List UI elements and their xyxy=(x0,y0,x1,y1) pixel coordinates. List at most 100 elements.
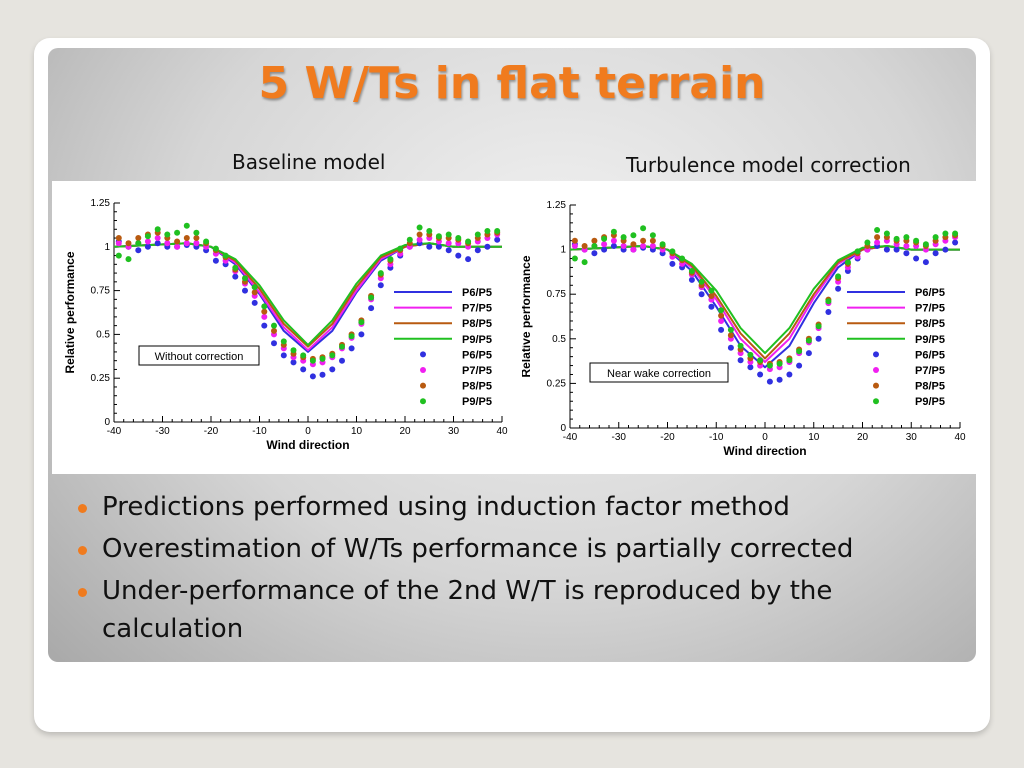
legend-label: P8/P5 xyxy=(462,318,492,330)
point-p6-p5 xyxy=(309,373,316,380)
y-tick-label: 0.5 xyxy=(552,334,566,345)
point-p6-p5 xyxy=(591,250,598,257)
y-tick-label: 1 xyxy=(104,242,110,253)
point-p7-p5 xyxy=(174,243,181,250)
point-p6-p5 xyxy=(494,236,501,243)
point-p9-p5 xyxy=(805,337,812,344)
series-line-p6-p5 xyxy=(113,242,502,353)
point-p9-p5 xyxy=(445,231,452,238)
point-p6-p5 xyxy=(135,247,142,254)
legend-point-swatch xyxy=(420,382,426,389)
annotation-box xyxy=(138,345,260,366)
point-p9-p5 xyxy=(640,225,647,232)
point-p6-p5 xyxy=(669,260,676,267)
point-p9-p5 xyxy=(377,270,384,277)
point-p9-p5 xyxy=(932,234,939,241)
point-p6-p5 xyxy=(242,287,248,294)
point-p6-p5 xyxy=(903,250,910,257)
x-tick-label: -10 xyxy=(252,426,267,437)
point-p7-p5 xyxy=(115,240,122,247)
bullet-list: Predictions performed using induction fa… xyxy=(78,488,958,652)
legend-point-swatch xyxy=(873,367,879,373)
point-p8-p5 xyxy=(649,237,656,244)
series-line-p9-p5 xyxy=(113,242,502,346)
point-p9-p5 xyxy=(319,355,326,362)
point-p6-p5 xyxy=(922,259,929,266)
series-line-p7-p5 xyxy=(569,245,960,363)
point-p9-p5 xyxy=(718,307,725,314)
y-axis-label: Relative performance xyxy=(63,251,77,373)
point-p6-p5 xyxy=(154,240,161,247)
point-p6-p5 xyxy=(913,255,920,262)
point-p6-p5 xyxy=(474,247,481,254)
legend-label: P6/P5 xyxy=(915,349,945,361)
point-p6-p5 xyxy=(329,366,336,373)
point-p6-p5 xyxy=(757,371,764,378)
bullet-text: Overestimation of W/Ts performance is pa… xyxy=(102,534,854,564)
point-p6-p5 xyxy=(426,243,433,250)
point-p9-p5 xyxy=(727,326,734,333)
point-p7-p5 xyxy=(445,240,452,247)
point-p9-p5 xyxy=(203,238,210,245)
y-tick-label: 0 xyxy=(104,417,110,428)
point-p6-p5 xyxy=(718,326,725,333)
point-p9-p5 xyxy=(183,222,190,229)
point-p9-p5 xyxy=(815,323,822,330)
point-p9-p5 xyxy=(659,241,666,248)
point-p8-p5 xyxy=(174,238,181,245)
point-p9-p5 xyxy=(786,357,793,364)
point-p9-p5 xyxy=(698,278,705,285)
point-p9-p5 xyxy=(164,231,171,238)
point-p6-p5 xyxy=(435,243,442,250)
point-p6-p5 xyxy=(212,257,219,264)
legend-label: P7/P5 xyxy=(915,365,945,377)
x-tick-label: 40 xyxy=(954,432,966,443)
legend-label: P9/P5 xyxy=(462,334,492,346)
series-line-p8-p5 xyxy=(569,245,960,360)
point-p8-p5 xyxy=(261,308,268,315)
point-p9-p5 xyxy=(358,319,365,326)
x-tick-label: 10 xyxy=(351,426,363,437)
point-p6-p5 xyxy=(776,376,783,383)
point-p9-p5 xyxy=(416,224,423,231)
series-line-p7-p5 xyxy=(113,242,502,352)
point-p9-p5 xyxy=(581,259,588,266)
point-p7-p5 xyxy=(416,236,423,243)
point-p9-p5 xyxy=(222,252,229,259)
point-p9-p5 xyxy=(300,352,307,359)
point-p9-p5 xyxy=(125,256,132,263)
point-p9-p5 xyxy=(757,357,764,364)
point-p9-p5 xyxy=(115,252,122,259)
y-tick-label: 0.5 xyxy=(96,329,110,340)
point-p6-p5 xyxy=(747,364,754,371)
point-p6-p5 xyxy=(358,331,365,338)
x-axis-label: Wind direction xyxy=(266,438,349,452)
point-p9-p5 xyxy=(484,228,491,234)
point-p6-p5 xyxy=(698,291,705,298)
point-p8-p5 xyxy=(640,237,647,244)
point-p9-p5 xyxy=(232,264,239,271)
legend-label: P7/P5 xyxy=(462,365,492,377)
annotation-box xyxy=(589,362,729,383)
point-p8-p5 xyxy=(708,293,715,299)
point-p7-p5 xyxy=(193,240,200,247)
bullet-text: Predictions performed using induction fa… xyxy=(102,492,790,522)
legend-label: P6/P5 xyxy=(462,287,492,299)
point-p8-p5 xyxy=(271,327,277,334)
annotation-text: Near wake correction xyxy=(607,368,711,380)
legend-point-swatch xyxy=(873,351,879,358)
point-p7-p5 xyxy=(630,246,637,253)
point-p9-p5 xyxy=(387,256,394,263)
point-p9-p5 xyxy=(571,255,578,262)
point-p9-p5 xyxy=(135,240,142,247)
y-tick-label: 0.25 xyxy=(91,373,111,384)
legend-point-swatch xyxy=(873,398,879,405)
legend-label: P9/P5 xyxy=(462,396,492,408)
point-p9-p5 xyxy=(864,239,871,246)
point-p7-p5 xyxy=(610,237,617,244)
point-p9-p5 xyxy=(922,241,929,248)
x-tick-label: 20 xyxy=(399,426,411,437)
point-p7-p5 xyxy=(144,238,151,245)
point-p8-p5 xyxy=(115,235,122,241)
x-tick-label: 30 xyxy=(906,432,918,443)
